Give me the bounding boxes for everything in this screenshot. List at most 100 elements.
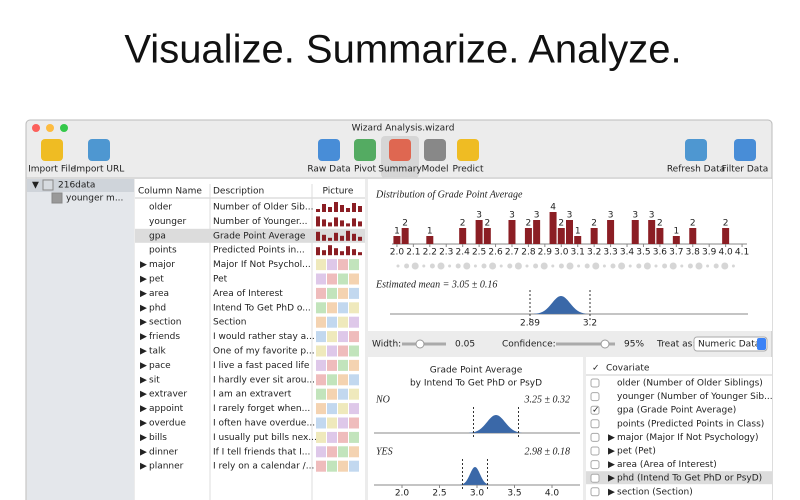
checkbox[interactable]	[590, 460, 600, 470]
minimize[interactable]	[46, 124, 54, 132]
covariate[interactable]: section (Section)	[617, 487, 693, 497]
column-name[interactable]: gpa	[149, 231, 166, 241]
dot	[499, 264, 503, 268]
thumbnail	[338, 403, 348, 415]
checkbox[interactable]	[590, 392, 600, 402]
treat-value: Numeric Data	[698, 340, 760, 350]
width-slider[interactable]	[415, 339, 425, 349]
column-name[interactable]: extraver	[149, 390, 187, 400]
thumbnail	[316, 273, 326, 285]
covariate[interactable]: younger (Number of Younger Sib...	[617, 392, 773, 402]
column-name[interactable]: younger	[149, 217, 186, 227]
column-name[interactable]: appoint	[149, 404, 184, 414]
confidence-slider[interactable]	[600, 339, 610, 349]
thumbnail	[334, 217, 338, 227]
treat-select[interactable]	[693, 336, 768, 352]
checkbox[interactable]	[590, 378, 600, 388]
zoom[interactable]	[60, 124, 68, 132]
bar-label: 3	[649, 211, 655, 221]
covariate[interactable]: major (Major If Not Psychology)	[617, 433, 759, 443]
column-name[interactable]: planner	[149, 462, 184, 472]
column-name[interactable]: pet	[149, 275, 164, 285]
toolbar-icon	[41, 139, 63, 161]
close[interactable]	[32, 124, 40, 132]
thumbnail	[358, 236, 362, 241]
covariate[interactable]: pet (Pet)	[617, 447, 656, 457]
column-name[interactable]: overdue	[149, 419, 186, 429]
toolbar-button[interactable]: Model	[421, 165, 448, 175]
group-title: Grade Point Average	[430, 366, 523, 376]
covariate[interactable]: area (Area of Interest)	[617, 460, 717, 470]
sidebar-item[interactable]: 216data	[58, 181, 95, 191]
thumbnail	[327, 374, 337, 386]
x-tick-label: 2.3	[439, 248, 453, 258]
disclosure: ▶	[140, 260, 147, 270]
covariate[interactable]: points (Predicted Points in Class)	[617, 419, 764, 429]
column-description: I live a fast paced life	[213, 361, 310, 371]
checkbox[interactable]	[590, 487, 600, 497]
column-name[interactable]: friends	[149, 332, 180, 342]
column-name[interactable]: bills	[149, 433, 167, 443]
bar	[648, 220, 656, 244]
width-label: Width:	[372, 340, 401, 350]
toolbar-icon	[88, 139, 110, 161]
thumbnail	[338, 388, 348, 400]
disclosure: ▶	[140, 303, 147, 313]
disclosure: ▶	[608, 474, 615, 484]
toolbar-button[interactable]: Raw Data	[307, 165, 350, 175]
column-description: One of my favorite p...	[213, 347, 315, 357]
checkbox[interactable]	[590, 419, 600, 429]
disclosure: ▶	[140, 332, 147, 342]
treat-label: Treat as:	[656, 340, 695, 350]
toolbar-button[interactable]: Import File	[28, 165, 76, 175]
column-name[interactable]: area	[149, 289, 169, 299]
dot	[687, 263, 693, 269]
thumbnail	[316, 231, 320, 241]
thumbnail	[322, 234, 326, 241]
toolbar-button[interactable]: Refresh Data	[667, 165, 725, 175]
column-description: I often have overdue...	[213, 419, 315, 429]
column-description: Number of Older Sib...	[213, 203, 313, 213]
toolbar-icon	[389, 139, 411, 161]
sidebar-item[interactable]: younger m...	[66, 194, 123, 204]
dot	[448, 264, 452, 268]
column-name[interactable]: pace	[149, 361, 171, 371]
group-stat: 3.25 ± 0.32	[524, 394, 571, 405]
column-name[interactable]: section	[149, 318, 181, 328]
disclosure: ▶	[140, 390, 147, 400]
column-name[interactable]: dinner	[149, 447, 178, 457]
dot	[404, 263, 410, 269]
sidebar	[27, 179, 134, 500]
thumbnail	[327, 331, 337, 343]
column-name[interactable]: major	[149, 260, 175, 270]
toolbar-button[interactable]: Pivot	[354, 165, 377, 175]
toolbar-button[interactable]: Import URL	[74, 165, 125, 175]
thumbnail	[328, 222, 332, 227]
group-stat: 2.98 ± 0.18	[525, 446, 571, 457]
column-name[interactable]: older	[149, 203, 172, 213]
covariate[interactable]: gpa (Grade Point Average)	[617, 406, 736, 416]
thumbnail	[322, 204, 326, 212]
disclosure: ▶	[140, 289, 147, 299]
checkbox[interactable]	[590, 446, 600, 456]
covariate[interactable]: older (Number of Older Siblings)	[617, 379, 763, 389]
checkbox[interactable]	[590, 405, 600, 415]
disclosure: ▶	[140, 318, 147, 328]
checkbox[interactable]	[590, 473, 600, 483]
covariate[interactable]: phd (Intend To Get PhD or PsyD)	[617, 474, 762, 484]
toolbar-button[interactable]: Predict	[453, 165, 484, 175]
dot	[514, 262, 522, 270]
bar-label: 3	[632, 211, 638, 221]
row-selected	[135, 228, 365, 243]
thumbnail	[327, 316, 337, 328]
checkbox[interactable]	[590, 432, 600, 442]
toolbar-button[interactable]: Filter Data	[722, 165, 769, 175]
column-name[interactable]: sit	[149, 375, 160, 385]
toolbar-button[interactable]: Summary	[378, 165, 422, 175]
column-name[interactable]: points	[149, 246, 177, 256]
column-name[interactable]: phd	[149, 303, 166, 313]
bar	[631, 220, 639, 244]
column-name[interactable]: talk	[149, 347, 167, 357]
thumbnail	[316, 216, 320, 227]
